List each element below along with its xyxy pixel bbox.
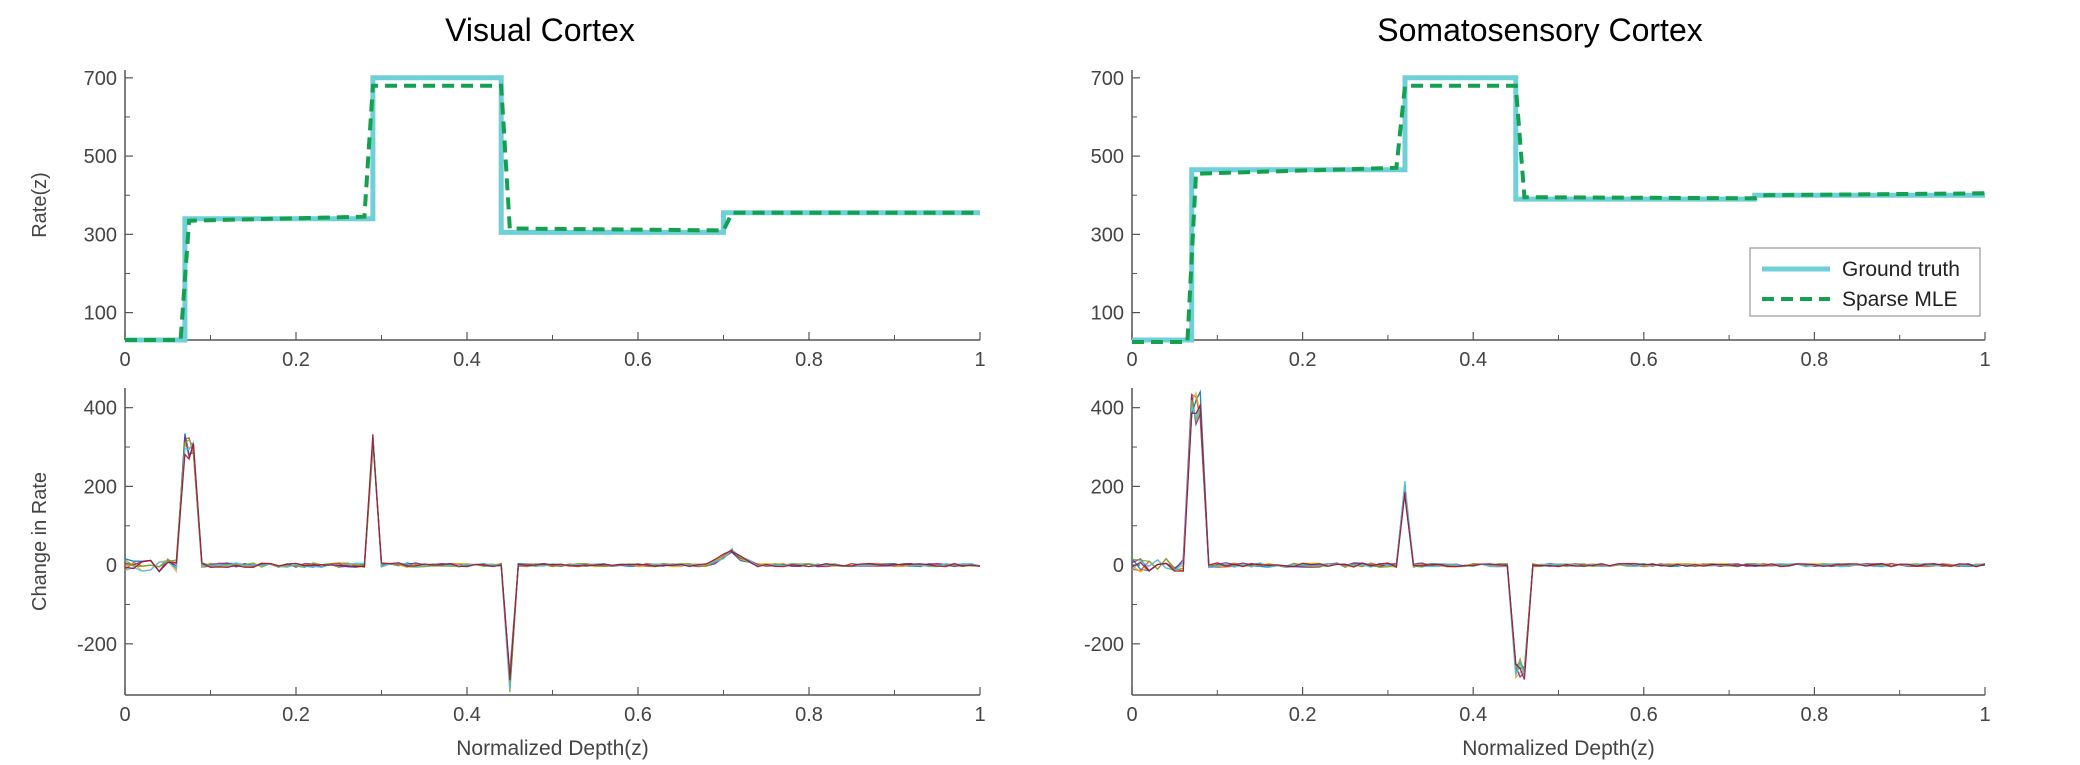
- y-tick-label: 100: [84, 303, 117, 325]
- change-series-line: [1131, 391, 1986, 680]
- x-tick-label: 0.2: [1289, 349, 1317, 371]
- legend-label-sparse-mle: Sparse MLE: [1842, 288, 1958, 311]
- y-tick-label: 400: [1091, 398, 1124, 420]
- x-tick-label: 0: [119, 704, 130, 726]
- y-tick-label: 500: [84, 146, 117, 168]
- change-series-line: [1131, 402, 1986, 680]
- x-tick-label: 0.6: [1630, 704, 1658, 726]
- axes-2: 0 0.2 0.4 0.6 0.8 1 -200 0 200 400 Change in Rate N…: [29, 388, 986, 760]
- y-tick-label: 300: [84, 224, 117, 246]
- change-series-line: [124, 436, 981, 685]
- x-tick-label: 0.2: [282, 704, 310, 726]
- change-series-line: [1131, 393, 1986, 679]
- x-axis-label: Normalized Depth(z): [456, 737, 649, 760]
- y-axis-label: Rate(z): [29, 172, 51, 238]
- y-tick-label: 700: [84, 68, 117, 90]
- y-tick-label: 400: [84, 398, 117, 420]
- change-series-line: [124, 439, 981, 693]
- change-series-line: [124, 436, 981, 686]
- y-tick-label: 700: [1091, 68, 1124, 90]
- y-axis-label: Change in Rate: [29, 472, 51, 611]
- series-line-sparse-mle: [1132, 83, 1986, 344]
- y-tick-label: 200: [1091, 476, 1124, 498]
- x-tick-label: 0.6: [624, 349, 652, 371]
- right-chart-title: Somatosensory Cortex: [1377, 12, 1703, 48]
- x-tick-label: 0.2: [282, 349, 310, 371]
- axes-3: 0 0.2 0.4 0.6 0.8 1 -200 0 200 400 Normalized Dept…: [1084, 388, 1991, 760]
- x-tick-label: 1: [1979, 349, 1990, 371]
- axes-1: 0 0.2 0.4 0.6 0.8 1 100 300 500 700: [1091, 68, 1991, 371]
- change-series-line: [1131, 400, 1986, 674]
- x-tick-label: 0.6: [1630, 349, 1658, 371]
- y-tick-label: 200: [84, 476, 117, 498]
- change-series-line: [1131, 389, 1986, 671]
- left-chart-title: Visual Cortex: [445, 12, 635, 48]
- x-tick-label: 1: [974, 704, 985, 726]
- series-line-sparse-mle: [125, 83, 980, 342]
- x-tick-label: 1: [1979, 704, 1990, 726]
- x-tick-label: 0.8: [795, 349, 823, 371]
- change-series-line: [1131, 404, 1986, 676]
- legend: Ground truth Sparse MLE: [1749, 247, 1981, 317]
- change-series-line: [124, 434, 981, 681]
- x-tick-label: 0: [119, 349, 130, 371]
- x-tick-label: 0.8: [1800, 349, 1828, 371]
- x-tick-label: 0: [1126, 704, 1137, 726]
- x-tick-label: 0.8: [795, 704, 823, 726]
- legend-label-ground-truth: Ground truth: [1842, 258, 1960, 281]
- axes-0: 0 0.2 0.4 0.6 0.8 1 100 300 500 700 Rate(z): [29, 68, 986, 371]
- x-tick-label: 0.4: [1459, 349, 1487, 371]
- y-tick-label: 0: [1113, 555, 1124, 577]
- x-tick-label: 0.4: [453, 704, 481, 726]
- x-tick-label: 1: [974, 349, 985, 371]
- series-line-ground-truth: [125, 75, 980, 343]
- x-tick-label: 0.4: [453, 349, 481, 371]
- y-tick-label: 500: [1091, 146, 1124, 168]
- y-tick-label: -200: [1084, 634, 1124, 656]
- y-tick-label: -200: [77, 634, 117, 656]
- y-tick-label: 300: [1091, 224, 1124, 246]
- legend-box: [1749, 247, 1981, 317]
- x-tick-label: 0.6: [624, 704, 652, 726]
- x-tick-label: 0.2: [1289, 704, 1317, 726]
- x-tick-label: 0.8: [1800, 704, 1828, 726]
- y-tick-label: 0: [106, 555, 117, 577]
- y-tick-label: 100: [1091, 303, 1124, 325]
- x-axis-label: Normalized Depth(z): [1462, 737, 1655, 760]
- change-series-line: [124, 433, 981, 691]
- x-tick-label: 0: [1126, 349, 1137, 371]
- change-series-line: [1131, 394, 1986, 674]
- x-tick-label: 0.4: [1459, 704, 1487, 726]
